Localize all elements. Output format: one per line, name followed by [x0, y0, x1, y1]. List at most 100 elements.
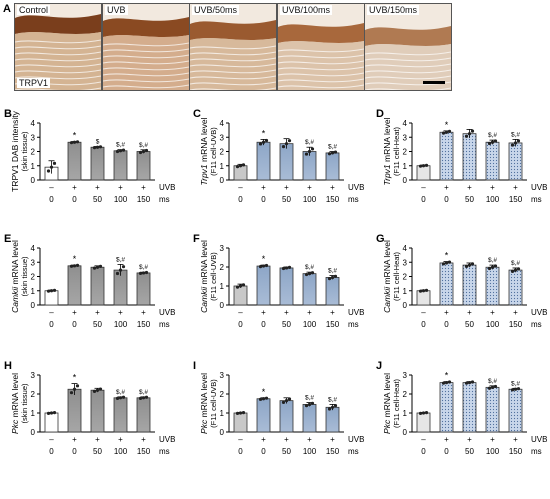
- data-point: [118, 396, 123, 400]
- chart-panel-g: G 0 1 2 3 4 Camkii mRNA level (F11 cell-Heat) – 0…: [376, 233, 547, 329]
- data-point: [261, 264, 266, 268]
- significance-mark: $,#: [139, 389, 148, 396]
- data-point: [92, 146, 97, 150]
- data-point: [258, 142, 263, 146]
- uvb-label: +: [141, 183, 146, 192]
- y-axis-sublabel: (F11 cell-UVB): [209, 379, 218, 428]
- ms-label: 0: [49, 447, 54, 456]
- data-point: [467, 263, 472, 267]
- data-point: [52, 161, 57, 165]
- significance-mark: $,#: [139, 264, 148, 271]
- bar: [439, 262, 454, 306]
- chart-panel-j: J 0 1 2 3 Pkc mRNA level (F11 cell-Heat) – 0 * +0 +…: [376, 360, 547, 456]
- uvb-label: +: [467, 435, 472, 444]
- data-point: [138, 396, 143, 400]
- y-tick-label: 3: [403, 371, 408, 380]
- data-point: [115, 396, 120, 400]
- data-point: [467, 381, 472, 385]
- data-point: [510, 143, 515, 147]
- data-point: [241, 283, 246, 287]
- y-axis-label-rest: mRNA level: [382, 117, 392, 164]
- y-axis-label: Pkc mRNA level: [199, 373, 209, 434]
- data-point: [310, 401, 315, 405]
- data-point: [121, 265, 126, 269]
- data-point: [284, 266, 289, 270]
- data-point: [98, 264, 103, 268]
- y-tick-label: 2: [220, 263, 225, 272]
- data-point: [235, 285, 240, 289]
- bar: [416, 165, 431, 181]
- uvb-label: +: [261, 183, 266, 192]
- ms-label: 50: [282, 195, 291, 204]
- data-point: [69, 264, 74, 268]
- data-point: [52, 288, 57, 292]
- y-axis-label-rest: mRNA level: [199, 240, 209, 287]
- y-tick-label: 2: [31, 148, 36, 157]
- uvb-label: +: [467, 183, 472, 192]
- data-point: [513, 387, 518, 391]
- data-point: [467, 132, 472, 136]
- data-point: [447, 380, 452, 384]
- data-point: [264, 138, 269, 143]
- data-point: [75, 263, 80, 267]
- data-point: [281, 145, 286, 149]
- data-point: [490, 385, 495, 389]
- data-point: [121, 395, 126, 399]
- significance-mark: *: [73, 131, 77, 141]
- uvb-label: +: [95, 183, 100, 192]
- uvb-label: +: [513, 308, 518, 317]
- ms-label: 50: [93, 195, 102, 204]
- data-point: [330, 275, 335, 280]
- significance-mark: $,#: [328, 396, 337, 403]
- significance-mark: $,#: [139, 142, 148, 149]
- y-tick-label: 0: [403, 176, 408, 185]
- data-point: [510, 269, 515, 273]
- bar: [279, 400, 294, 433]
- y-tick-label: 3: [31, 371, 36, 380]
- data-point: [141, 396, 146, 400]
- data-point: [141, 271, 146, 275]
- ms-label: 0: [238, 320, 243, 329]
- data-point: [264, 396, 269, 400]
- ms-label: 0: [444, 447, 449, 456]
- data-point: [470, 380, 475, 384]
- micrograph-label: UVB/100ms: [280, 5, 333, 15]
- significance-mark: $,#: [116, 256, 125, 263]
- bar: [90, 146, 105, 181]
- ms-row-legend: ms: [159, 320, 170, 329]
- uvb-label: +: [284, 308, 289, 317]
- data-point: [46, 169, 51, 173]
- ms-label: 50: [93, 320, 102, 329]
- y-tick-label: 0: [31, 301, 36, 310]
- data-point: [118, 268, 123, 272]
- data-point: [516, 267, 521, 271]
- bar: [462, 382, 477, 433]
- data-point: [470, 129, 475, 133]
- uvb-label: +: [95, 435, 100, 444]
- data-point: [144, 395, 149, 399]
- y-axis-sublabel: (skin tissue): [20, 131, 29, 172]
- y-axis-label-gene: Camkii: [199, 286, 209, 313]
- ms-label: 0: [238, 195, 243, 204]
- micrograph-panel: UVB: [102, 3, 190, 91]
- uvb-label: –: [238, 435, 243, 444]
- significance-mark: *: [73, 254, 77, 264]
- data-point: [75, 140, 80, 144]
- y-axis-sublabel: (F11 cell-Heat): [392, 378, 401, 428]
- ms-label: 0: [49, 320, 54, 329]
- bar: [462, 264, 477, 306]
- bar: [508, 142, 523, 181]
- ms-row-legend: ms: [159, 447, 170, 456]
- data-point: [464, 264, 469, 268]
- data-point: [493, 139, 498, 143]
- ms-row-legend: ms: [159, 195, 170, 204]
- uvb-label: +: [467, 308, 472, 317]
- y-axis-sublabel: (skin tissue): [20, 256, 29, 297]
- data-point: [470, 262, 475, 266]
- y-axis-sublabel: (skin tissue): [20, 383, 29, 424]
- significance-mark: $,#: [488, 378, 497, 385]
- data-point: [287, 397, 292, 401]
- chart-panel-d: D 0 1 2 3 4 Trpv1 mRNA level (F11 cell-Heat) – 0 *…: [376, 108, 547, 204]
- data-point: [49, 289, 54, 293]
- data-point: [510, 388, 515, 392]
